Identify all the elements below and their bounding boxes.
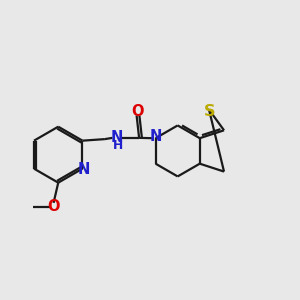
Text: N: N <box>110 130 123 146</box>
Text: N: N <box>77 162 90 177</box>
Text: O: O <box>132 103 144 118</box>
Text: H: H <box>113 139 123 152</box>
Text: N: N <box>149 129 162 144</box>
Text: S: S <box>204 104 215 119</box>
Text: O: O <box>47 200 60 214</box>
